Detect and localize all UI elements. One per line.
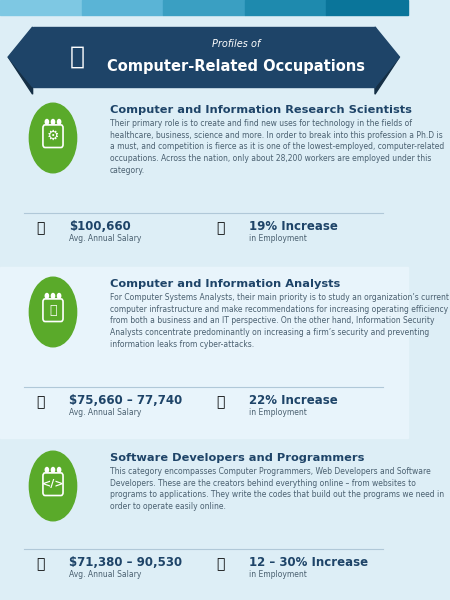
- Polygon shape: [8, 27, 32, 87]
- Text: Profiles of: Profiles of: [212, 39, 261, 49]
- Polygon shape: [375, 27, 400, 87]
- Text: Avg. Annual Salary: Avg. Annual Salary: [69, 570, 142, 578]
- Circle shape: [45, 119, 49, 124]
- Circle shape: [29, 103, 76, 173]
- Bar: [81, 0, 163, 15]
- Text: Avg. Annual Salary: Avg. Annual Salary: [69, 407, 142, 416]
- Circle shape: [58, 293, 61, 298]
- Text: 📊: 📊: [216, 557, 224, 571]
- Text: 19% Increase: 19% Increase: [249, 220, 338, 233]
- Text: in Employment: in Employment: [249, 407, 306, 416]
- Text: 💰: 💰: [36, 395, 45, 409]
- Bar: [0, 0, 81, 15]
- Text: 💻: 💻: [70, 45, 85, 69]
- Text: 📊: 📊: [216, 395, 224, 409]
- Bar: [0, 93, 408, 264]
- Text: $100,660: $100,660: [69, 220, 131, 233]
- Bar: [163, 0, 244, 15]
- Text: Computer-Related Occupations: Computer-Related Occupations: [108, 58, 365, 73]
- Circle shape: [29, 451, 76, 521]
- Circle shape: [45, 293, 49, 298]
- Text: $75,660 – 77,740: $75,660 – 77,740: [69, 394, 183, 407]
- Text: </>: </>: [42, 479, 64, 489]
- Circle shape: [58, 119, 61, 124]
- Text: ⚙: ⚙: [47, 129, 59, 143]
- Text: $71,380 – 90,530: $71,380 – 90,530: [69, 556, 182, 569]
- Text: Computer and Information Analysts: Computer and Information Analysts: [110, 279, 340, 289]
- Text: This category encompasses Computer Programmers, Web Developers and Software Deve: This category encompasses Computer Progr…: [110, 467, 444, 511]
- Text: 12 – 30% Increase: 12 – 30% Increase: [249, 556, 368, 569]
- Polygon shape: [375, 57, 400, 94]
- Text: Their primary role is to create and find new uses for technology in the fields o: Their primary role is to create and find…: [110, 119, 444, 175]
- Bar: [244, 0, 326, 15]
- Text: 22% Increase: 22% Increase: [249, 394, 338, 407]
- Text: Software Developers and Programmers: Software Developers and Programmers: [110, 453, 364, 463]
- Text: 💰: 💰: [36, 221, 45, 235]
- Polygon shape: [8, 57, 32, 94]
- Circle shape: [51, 467, 54, 472]
- Text: For Computer Systems Analysts, their main priority is to study an organization’s: For Computer Systems Analysts, their mai…: [110, 293, 449, 349]
- Text: in Employment: in Employment: [249, 570, 306, 578]
- Text: 💰: 💰: [36, 557, 45, 571]
- Circle shape: [58, 467, 61, 472]
- Circle shape: [51, 293, 54, 298]
- Text: Avg. Annual Salary: Avg. Annual Salary: [69, 233, 142, 242]
- Bar: [326, 0, 408, 15]
- Circle shape: [29, 277, 76, 347]
- Circle shape: [45, 467, 49, 472]
- Text: Computer and Information Research Scientists: Computer and Information Research Scient…: [110, 105, 412, 115]
- Text: 📈: 📈: [49, 304, 57, 317]
- Bar: [32, 27, 375, 87]
- Text: 📊: 📊: [216, 221, 224, 235]
- Bar: [0, 267, 408, 438]
- Bar: [0, 441, 408, 600]
- Text: in Employment: in Employment: [249, 233, 306, 242]
- Circle shape: [51, 119, 54, 124]
